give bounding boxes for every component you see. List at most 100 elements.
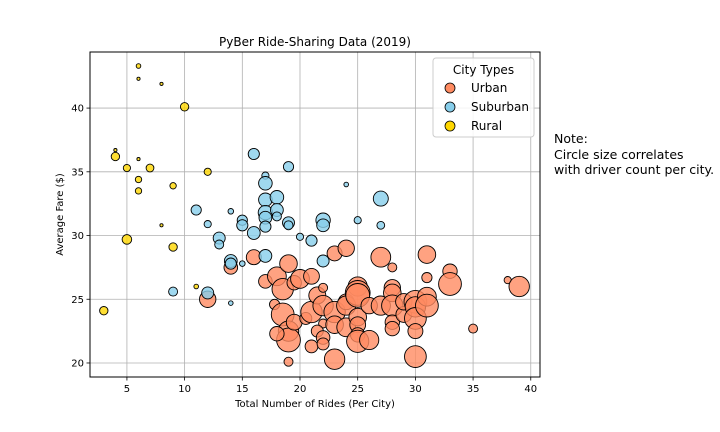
urban-point — [438, 272, 462, 296]
rural-point — [99, 306, 109, 316]
suburban-point — [239, 260, 246, 267]
plot-frame — [89, 51, 541, 378]
suburban-point — [316, 218, 330, 233]
y-tick-label: 35 — [71, 167, 84, 178]
suburban-point — [271, 211, 282, 222]
suburban-point — [227, 208, 235, 215]
suburban-point — [283, 220, 294, 231]
series-suburban — [168, 147, 389, 306]
suburban-point — [224, 257, 237, 270]
rural-point — [122, 163, 131, 173]
rural-point — [179, 102, 190, 112]
suburban-point — [353, 216, 362, 225]
urban-point — [508, 275, 530, 298]
urban-point — [404, 345, 427, 368]
chart-title: PyBer Ride-Sharing Data (2019) — [219, 35, 411, 49]
suburban-point — [236, 219, 249, 232]
suburban-point — [343, 181, 349, 188]
legend-marker-urban — [444, 82, 456, 94]
rural-point — [203, 167, 212, 176]
legend-label-urban: Urban — [471, 81, 507, 95]
rural-point — [169, 182, 177, 190]
urban-point — [384, 320, 400, 337]
rural-point — [193, 283, 199, 290]
suburban-point — [168, 286, 179, 297]
y-tick-label: 20 — [71, 358, 84, 369]
legend-box — [432, 57, 535, 138]
suburban-point — [295, 232, 305, 241]
rural-point — [168, 242, 178, 252]
urban-point — [318, 282, 329, 293]
y-axis-ticks: 20 25 30 35 40 — [71, 104, 90, 369]
urban-point — [304, 339, 319, 354]
suburban-point — [316, 254, 330, 268]
legend-title: City Types — [453, 63, 514, 77]
note-text: Note: Circle size correlates with driver… — [554, 131, 714, 178]
x-axis-label: Total Number of Rides (Per City) — [234, 399, 395, 410]
rural-point — [110, 151, 121, 162]
suburban-point — [258, 176, 273, 191]
rural-point — [145, 163, 155, 173]
x-tick-label: 5 — [124, 384, 130, 395]
rural-point — [134, 175, 143, 184]
x-tick-label: 40 — [524, 384, 537, 395]
series-rural — [99, 63, 212, 316]
urban-point — [269, 326, 285, 342]
rural-point — [159, 81, 164, 86]
rural-point — [136, 157, 141, 162]
rural-point — [135, 63, 142, 69]
y-tick-label: 25 — [71, 295, 84, 306]
urban-point — [316, 337, 330, 351]
x-axis-ticks: 5 10 15 20 25 30 35 40 — [124, 377, 537, 395]
suburban-point — [214, 239, 225, 250]
urban-point — [279, 254, 298, 273]
urban-point — [359, 329, 380, 351]
rural-point — [121, 234, 133, 245]
urban-point — [468, 323, 479, 334]
legend: City Types Urban Suburban Rural — [432, 57, 535, 138]
rural-point — [159, 223, 164, 228]
note-line-1: Circle size correlates — [554, 146, 684, 162]
suburban-point — [282, 161, 295, 173]
suburban-point — [372, 190, 389, 207]
suburban-point — [203, 220, 212, 229]
note-line-2: with driver count per city. — [554, 162, 715, 177]
suburban-point — [259, 220, 272, 233]
legend-marker-rural — [444, 120, 456, 132]
suburban-point — [201, 286, 215, 300]
suburban-point — [258, 249, 273, 263]
urban-point — [323, 348, 346, 370]
suburban-point — [246, 226, 261, 240]
y-tick-label: 30 — [71, 231, 84, 242]
series-urban — [199, 239, 530, 370]
suburban-point — [269, 190, 285, 205]
urban-point — [370, 246, 392, 268]
legend-label-suburban: Suburban — [471, 100, 529, 114]
urban-point — [407, 323, 424, 340]
data-points — [99, 63, 530, 370]
x-tick-label: 25 — [351, 384, 364, 395]
suburban-point — [376, 220, 386, 230]
urban-point — [303, 267, 320, 285]
x-tick-label: 30 — [409, 384, 422, 395]
suburban-point — [228, 300, 234, 306]
legend-label-rural: Rural — [471, 119, 502, 133]
suburban-point — [190, 204, 202, 216]
rural-point — [134, 187, 143, 195]
y-axis-label: Average Fare ($) — [55, 173, 66, 256]
suburban-point — [247, 147, 260, 161]
rural-point — [113, 148, 118, 153]
urban-point — [421, 272, 433, 284]
note-heading: Note: — [554, 131, 588, 146]
y-tick-label: 40 — [71, 104, 84, 115]
urban-point — [387, 262, 398, 273]
x-tick-label: 15 — [236, 384, 249, 395]
rural-point — [136, 76, 141, 81]
urban-point — [417, 245, 437, 264]
urban-point — [337, 239, 355, 257]
legend-marker-suburban — [444, 101, 456, 113]
urban-point — [283, 356, 294, 367]
x-tick-label: 35 — [467, 384, 480, 395]
urban-point — [415, 293, 439, 318]
